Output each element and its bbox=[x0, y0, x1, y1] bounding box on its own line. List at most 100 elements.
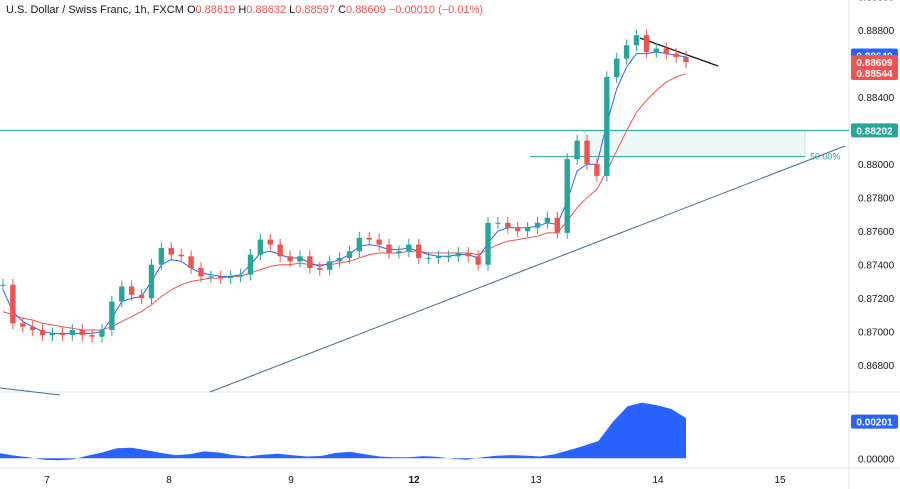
candle-body bbox=[495, 222, 501, 224]
indicator-tag-label: 0.00201 bbox=[856, 418, 893, 429]
slow-moving-average bbox=[2, 73, 687, 331]
price-tick-label: 0.87600 bbox=[858, 227, 895, 238]
candle-body bbox=[317, 268, 323, 270]
low-label: L bbox=[289, 4, 296, 16]
price-tag-box bbox=[851, 123, 898, 138]
symbol-title: U.S. Dollar / Swiss Franc, 1h, FXCM bbox=[6, 4, 184, 16]
candle-body bbox=[475, 256, 481, 265]
candle-body bbox=[505, 222, 511, 228]
candle-body bbox=[39, 330, 46, 336]
descending-trendline bbox=[639, 37, 719, 67]
price-tick-label: 0.87800 bbox=[858, 194, 895, 205]
candle-body bbox=[356, 237, 363, 252]
candle-body bbox=[307, 256, 313, 269]
candle-body bbox=[128, 286, 135, 295]
open-label: O bbox=[186, 4, 196, 16]
candle-body bbox=[614, 58, 620, 78]
candle-body bbox=[178, 254, 184, 257]
candle-body bbox=[515, 227, 521, 232]
candle-body bbox=[663, 48, 669, 54]
indicator-area bbox=[0, 402, 686, 461]
price-tick-label: 0.87400 bbox=[858, 261, 895, 272]
candle-body bbox=[138, 294, 145, 299]
high-value: 0.88632 bbox=[246, 4, 287, 16]
candle-body bbox=[673, 53, 679, 57]
candle-body bbox=[683, 56, 689, 62]
chart-legend-header: U.S. Dollar / Swiss Franc, 1h, FXCM O 0.8… bbox=[6, 4, 483, 16]
candle-body bbox=[79, 330, 85, 336]
price-tick-label: 0.88400 bbox=[858, 93, 895, 104]
change-value: −0.00010 (−0.01%) bbox=[388, 4, 484, 16]
candle-body bbox=[49, 333, 56, 336]
candle-body bbox=[633, 35, 640, 46]
price-tick-label: 0.87000 bbox=[858, 328, 895, 339]
candle-body bbox=[376, 239, 382, 245]
candle-body bbox=[277, 244, 283, 257]
low-value: 0.88597 bbox=[295, 4, 335, 16]
candle-body bbox=[59, 333, 66, 336]
candle-body bbox=[445, 256, 452, 258]
candle-body bbox=[455, 252, 462, 257]
indicator-tag-box bbox=[851, 414, 898, 429]
price-tick-label: 0.86800 bbox=[858, 361, 895, 372]
ascending-trendline bbox=[209, 145, 846, 393]
price-tag-label: 0.88544 bbox=[856, 69, 893, 80]
candle-body bbox=[346, 251, 353, 258]
time-tick-label: 15 bbox=[774, 475, 786, 486]
candle-body bbox=[89, 335, 95, 337]
candle-body bbox=[653, 48, 659, 52]
candle-body bbox=[336, 257, 343, 262]
candle-body bbox=[396, 251, 402, 253]
candle-body bbox=[485, 222, 491, 265]
candle-body bbox=[247, 254, 254, 275]
candle-body bbox=[148, 264, 155, 299]
candle-body bbox=[366, 237, 372, 240]
fib-50-label: 50.00% bbox=[810, 152, 841, 162]
candle-body bbox=[119, 286, 125, 302]
price-tick-label: 0.89000 bbox=[858, 0, 895, 4]
prior-trendline bbox=[0, 387, 61, 396]
candle-body bbox=[168, 247, 174, 255]
candle-body bbox=[416, 244, 422, 258]
candle-body bbox=[267, 239, 273, 245]
candle-body bbox=[10, 284, 16, 324]
candle-body bbox=[287, 256, 293, 262]
fib-retracement-zone bbox=[584, 129, 806, 158]
candle-body bbox=[158, 247, 165, 265]
price-tag-label: 0.88609 bbox=[856, 58, 893, 69]
high-label: H bbox=[238, 4, 247, 16]
candle-body bbox=[544, 217, 551, 223]
candle-body bbox=[69, 330, 75, 336]
candle-body bbox=[604, 77, 610, 176]
indicator-tick-label: 0.00000 bbox=[858, 454, 895, 465]
candle-body bbox=[534, 222, 541, 228]
time-tick-label: 12 bbox=[408, 475, 420, 486]
price-tick-label: 0.88000 bbox=[858, 160, 895, 171]
candle-body bbox=[524, 227, 531, 232]
candle-body bbox=[297, 256, 303, 262]
candle-body bbox=[386, 244, 392, 253]
candle-body bbox=[643, 35, 650, 52]
time-tick-label: 8 bbox=[166, 475, 172, 486]
candle-body bbox=[30, 326, 36, 331]
candle-body bbox=[20, 323, 26, 327]
candle-body bbox=[326, 261, 333, 270]
candle-body bbox=[594, 164, 600, 176]
candle-body bbox=[257, 239, 264, 255]
close-label: C bbox=[338, 4, 347, 16]
time-tick-label: 13 bbox=[530, 475, 542, 486]
candle-body bbox=[623, 45, 630, 59]
candle-body bbox=[406, 244, 412, 252]
candle-body bbox=[109, 301, 115, 331]
candle-body bbox=[0, 284, 6, 286]
candle-body bbox=[227, 276, 234, 279]
price-tag-box bbox=[851, 55, 898, 70]
candle-body bbox=[584, 140, 590, 165]
candle-body bbox=[218, 276, 224, 279]
price-tag-box bbox=[851, 66, 898, 81]
candle-body bbox=[574, 140, 580, 160]
time-tick-label: 9 bbox=[288, 475, 294, 486]
candle-body bbox=[237, 274, 244, 277]
fast-moving-average bbox=[2, 51, 687, 334]
